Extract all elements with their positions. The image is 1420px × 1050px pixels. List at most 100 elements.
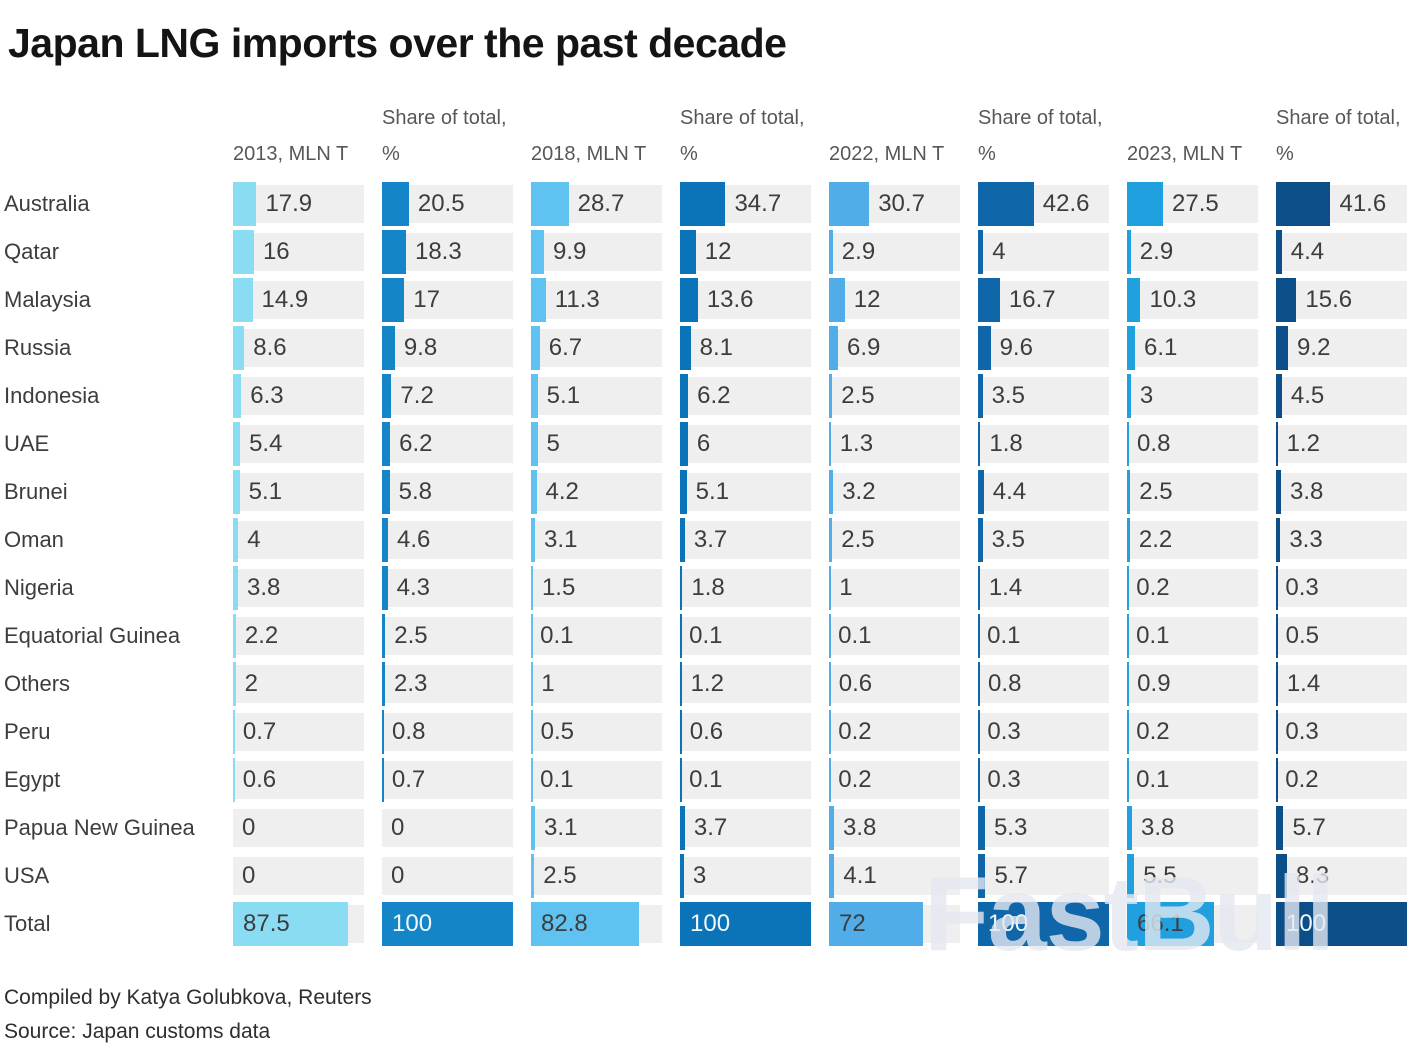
bar-cell: 3.7	[680, 806, 811, 850]
bar-cell: 0.6	[680, 710, 811, 754]
bar	[1127, 662, 1129, 706]
bar	[531, 326, 540, 370]
bar-cell: 13.6	[680, 278, 811, 322]
bar-value: 5.1	[248, 478, 283, 505]
bar	[1127, 710, 1129, 754]
bar	[829, 758, 831, 802]
row-label: Russia	[4, 335, 72, 360]
bar-cell: 0.3	[1276, 566, 1407, 610]
bar-value: 0.1	[540, 766, 574, 793]
bar-cell: 3.2	[829, 470, 960, 514]
bar-cell: 27.5	[1127, 182, 1258, 226]
bar-value: 66.1	[1137, 910, 1184, 937]
bar-value: 1.3	[839, 430, 874, 457]
bar	[531, 518, 536, 562]
bar-cell: 0.2	[829, 758, 960, 802]
bar	[1276, 518, 1281, 562]
bar	[978, 470, 984, 514]
bar	[382, 422, 391, 466]
bar-cell: 6.3	[233, 374, 364, 418]
bar	[1127, 278, 1141, 322]
bar	[829, 662, 831, 706]
bar-value: 3.8	[246, 574, 281, 601]
bar-value: 17.9	[265, 190, 313, 217]
bar-value: 0.5	[540, 718, 575, 745]
bar	[382, 470, 390, 514]
bar-cell: 0	[382, 857, 513, 895]
bar	[680, 614, 682, 658]
bar-cell: 3.8	[233, 566, 364, 610]
bar-cell: 2.5	[382, 614, 513, 658]
bar-cell: 0.1	[531, 758, 662, 802]
bar-value: 7.2	[400, 382, 434, 409]
bar-value: 0.3	[987, 718, 1021, 745]
bar	[978, 422, 981, 466]
bar-cell: 11.3	[531, 278, 662, 322]
bar-cell: 5.8	[382, 470, 513, 514]
bar-cell: 6.7	[531, 326, 662, 370]
bar-value: 1.2	[1286, 430, 1320, 457]
bar	[680, 278, 698, 322]
bar	[680, 182, 726, 226]
bar	[382, 566, 388, 610]
bar	[978, 806, 985, 850]
bar	[382, 374, 392, 418]
bar	[1127, 230, 1131, 274]
bar	[233, 374, 242, 418]
bar-cell: 4.2	[531, 470, 662, 514]
bar	[680, 806, 685, 850]
bar	[1127, 374, 1131, 418]
bar-value: 100	[392, 910, 433, 937]
bar	[1127, 902, 1214, 946]
bar-cell: 2.5	[531, 854, 662, 898]
bar-value: 4	[992, 238, 1006, 265]
bar-value: 0.1	[838, 622, 872, 649]
bar-value: 4.5	[1290, 382, 1325, 409]
bar-value: 87.5	[243, 910, 290, 937]
bar-value: 2.9	[841, 238, 876, 265]
bar-value: 0.7	[242, 718, 277, 745]
bar-value: 1.2	[690, 670, 724, 697]
bar-cell: 4.5	[1276, 374, 1407, 418]
bar-cell: 100	[680, 902, 811, 946]
col-header-5: Share of total, %	[978, 107, 1103, 165]
bar-cell: 1.2	[1276, 422, 1407, 466]
bar-value: 1.4	[988, 574, 1023, 601]
bar	[829, 614, 831, 658]
bar-cell: 0.1	[680, 758, 811, 802]
row-label: Nigeria	[4, 575, 74, 600]
bar	[233, 278, 253, 322]
bar	[829, 518, 833, 562]
bar	[531, 278, 546, 322]
bar-value: 2.5	[841, 526, 875, 553]
bar-cell: 2.5	[829, 518, 960, 562]
bar-value: 100	[988, 910, 1029, 937]
bar-cell: 4.4	[1276, 230, 1407, 274]
bar	[680, 758, 682, 802]
bar	[978, 854, 986, 898]
bar-value: 5.8	[398, 478, 432, 505]
bar-cell: 9.6	[978, 326, 1109, 370]
bar-cell: 0.9	[1127, 662, 1258, 706]
bar	[233, 422, 241, 466]
bar-value: 30.7	[878, 190, 925, 217]
bar-cell: 66.1	[1127, 902, 1258, 946]
row-label: Malaysia	[4, 287, 91, 312]
bar-cell: 5.4	[233, 422, 364, 466]
bar	[382, 518, 389, 562]
bar-cell: 4.6	[382, 518, 513, 562]
bar	[1276, 566, 1278, 610]
bar-value: 0.3	[1285, 718, 1319, 745]
bar-cell: 4	[233, 518, 364, 562]
bar	[233, 230, 254, 274]
bar	[233, 902, 348, 946]
bar	[1127, 566, 1129, 610]
bar-value: 3.8	[1140, 814, 1175, 841]
bar-cell: 0.1	[978, 614, 1109, 658]
row-label: Brunei	[4, 479, 68, 504]
bar-cell: 0.6	[829, 662, 960, 706]
bar-cell: 9.8	[382, 326, 513, 370]
bar-value: 0.3	[987, 766, 1021, 793]
bar-cell: 0.2	[829, 710, 960, 754]
bar	[531, 854, 535, 898]
